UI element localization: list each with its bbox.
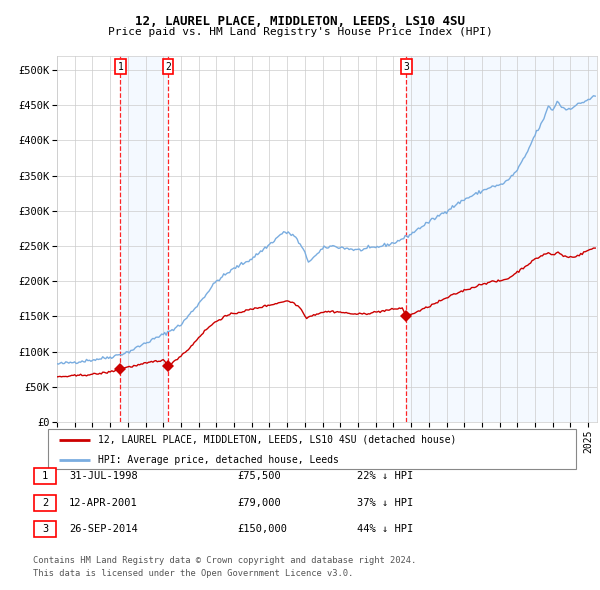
FancyBboxPatch shape xyxy=(34,522,56,537)
Text: 3: 3 xyxy=(403,61,409,71)
Text: £75,500: £75,500 xyxy=(237,471,281,481)
Text: £150,000: £150,000 xyxy=(237,525,287,534)
Text: 1: 1 xyxy=(42,471,48,481)
Text: 12, LAUREL PLACE, MIDDLETON, LEEDS, LS10 4SU: 12, LAUREL PLACE, MIDDLETON, LEEDS, LS10… xyxy=(135,15,465,28)
Text: 2: 2 xyxy=(42,498,48,507)
Text: £79,000: £79,000 xyxy=(237,498,281,507)
Text: 3: 3 xyxy=(42,525,48,534)
Text: This data is licensed under the Open Government Licence v3.0.: This data is licensed under the Open Gov… xyxy=(33,569,353,578)
Text: 12-APR-2001: 12-APR-2001 xyxy=(69,498,138,507)
FancyBboxPatch shape xyxy=(34,468,56,484)
Text: 37% ↓ HPI: 37% ↓ HPI xyxy=(357,498,413,507)
Text: 26-SEP-2014: 26-SEP-2014 xyxy=(69,525,138,534)
Text: Contains HM Land Registry data © Crown copyright and database right 2024.: Contains HM Land Registry data © Crown c… xyxy=(33,556,416,565)
Text: 2: 2 xyxy=(165,61,171,71)
Text: 12, LAUREL PLACE, MIDDLETON, LEEDS, LS10 4SU (detached house): 12, LAUREL PLACE, MIDDLETON, LEEDS, LS10… xyxy=(98,435,457,445)
Text: 44% ↓ HPI: 44% ↓ HPI xyxy=(357,525,413,534)
Text: 22% ↓ HPI: 22% ↓ HPI xyxy=(357,471,413,481)
Text: HPI: Average price, detached house, Leeds: HPI: Average price, detached house, Leed… xyxy=(98,455,339,466)
Text: 1: 1 xyxy=(118,61,123,71)
FancyBboxPatch shape xyxy=(48,429,576,469)
Bar xyxy=(406,56,597,422)
Text: Price paid vs. HM Land Registry's House Price Index (HPI): Price paid vs. HM Land Registry's House … xyxy=(107,27,493,37)
Bar xyxy=(121,56,168,422)
Text: 31-JUL-1998: 31-JUL-1998 xyxy=(69,471,138,481)
FancyBboxPatch shape xyxy=(34,494,56,510)
